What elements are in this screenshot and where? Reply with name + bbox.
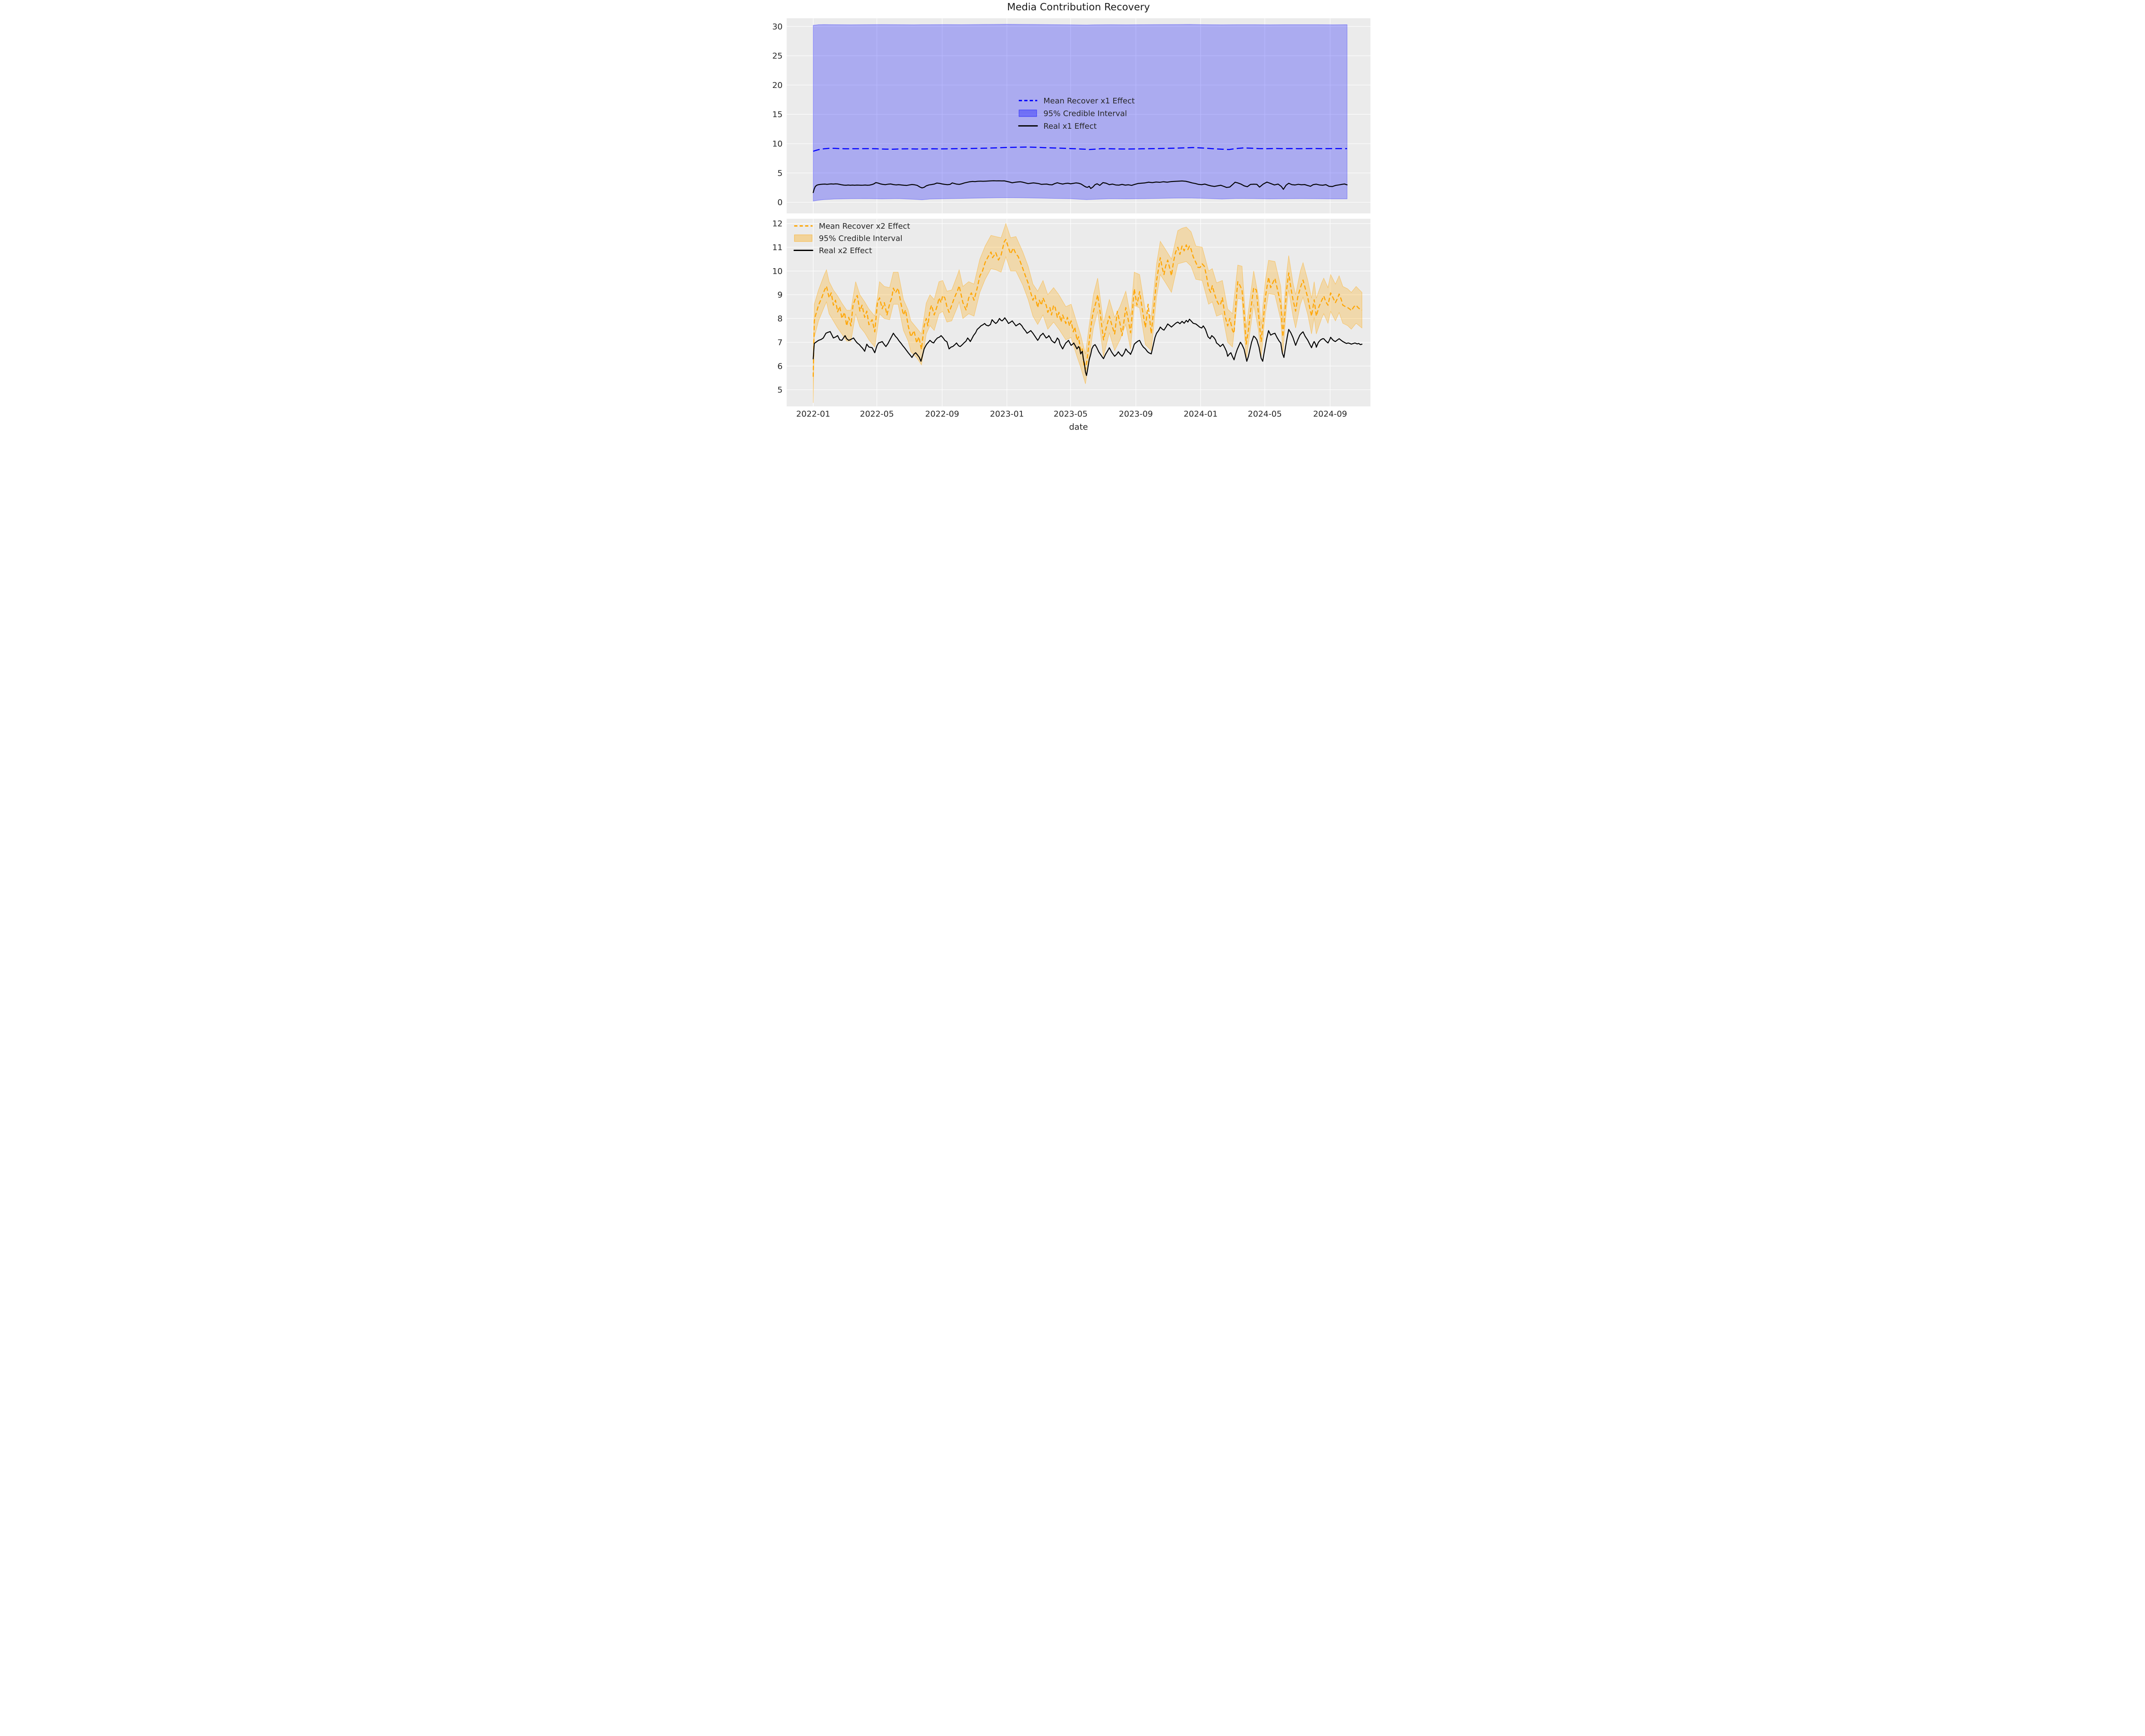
chart-svg: 0 5 10 15 20 25 30 5 6 7 8 9 10 11 12 2022-01 2022-05 20…	[772, 2, 1371, 432]
legend-band-patch-sample	[1018, 109, 1037, 117]
legend-label-interval-x1: 95% Credible Interval	[1043, 109, 1127, 118]
x1-recovery-credible-band	[813, 24, 1347, 202]
axes-background	[786, 218, 1371, 407]
y-tick-label: 10	[772, 266, 782, 276]
y-tick-label: 7	[777, 338, 782, 347]
x-tick-label: 2024-09	[1313, 409, 1347, 419]
y-tick-label: 11	[772, 243, 782, 252]
x-tick-label: 2024-01	[1183, 409, 1217, 419]
y-tick-label: 20	[772, 81, 782, 90]
x-tick-label: 2022-05	[860, 409, 894, 419]
legend-label-real-x1: Real x1 Effect	[1043, 122, 1097, 131]
x1-recovery-mean-line	[813, 146, 1347, 152]
x-tick-label: 2023-01	[990, 409, 1024, 419]
x-tick-label: 2024-05	[1248, 409, 1281, 419]
y-tick-label: 9	[777, 290, 782, 300]
y-tick-label: 30	[772, 22, 782, 31]
x1-recovery-real-line	[812, 180, 1347, 193]
x-tick-label: 2022-09	[925, 409, 959, 419]
y-tick-label: 5	[777, 385, 782, 395]
legend-label-interval-x2: 95% Credible Interval	[819, 234, 902, 243]
legend-band-patch-sample	[794, 234, 813, 242]
figure: 0 5 10 15 20 25 30 5 6 7 8 9 10 11 12 2022-01 2022-05 20…	[770, 0, 1375, 434]
legend-label-mean-x1: Mean Recover x1 Effect	[1043, 97, 1135, 106]
axes-background	[786, 18, 1371, 214]
chart-title: Media Contribution Recovery	[1007, 2, 1150, 13]
y-tick-label: 8	[777, 314, 782, 324]
x2-recovery-real-line	[812, 317, 1363, 376]
legend-label-real-x2: Real x2 Effect	[819, 246, 872, 255]
x-axis-label: date	[1069, 422, 1088, 432]
x-tick-label: 2023-09	[1119, 409, 1153, 419]
y-tick-label: 0	[777, 198, 782, 207]
bottom-axes: 5 6 7 8 9 10 11 12 2022-01 2022-05 2022-09 2023-01 2…	[772, 218, 1371, 419]
x2-recovery-mean-line	[812, 239, 1362, 377]
y-tick-label: 12	[772, 219, 782, 229]
x-tick-label: 2023-05	[1053, 409, 1087, 419]
top-axes: 0 5 10 15 20 25 30	[772, 18, 1371, 214]
y-tick-label: 6	[777, 362, 782, 371]
bottom-legend: Mean Recover x2 Effect 95% Credible Inte…	[793, 222, 910, 255]
y-tick-label: 10	[772, 139, 782, 149]
legend-label-mean-x2: Mean Recover x2 Effect	[819, 222, 910, 231]
top-legend: Mean Recover x1 Effect 95% Credible Inte…	[1018, 97, 1135, 131]
y-tick-label: 25	[772, 51, 782, 61]
y-tick-label: 5	[777, 169, 782, 178]
y-tick-label: 15	[772, 110, 782, 119]
x-tick-label: 2022-01	[796, 409, 830, 419]
